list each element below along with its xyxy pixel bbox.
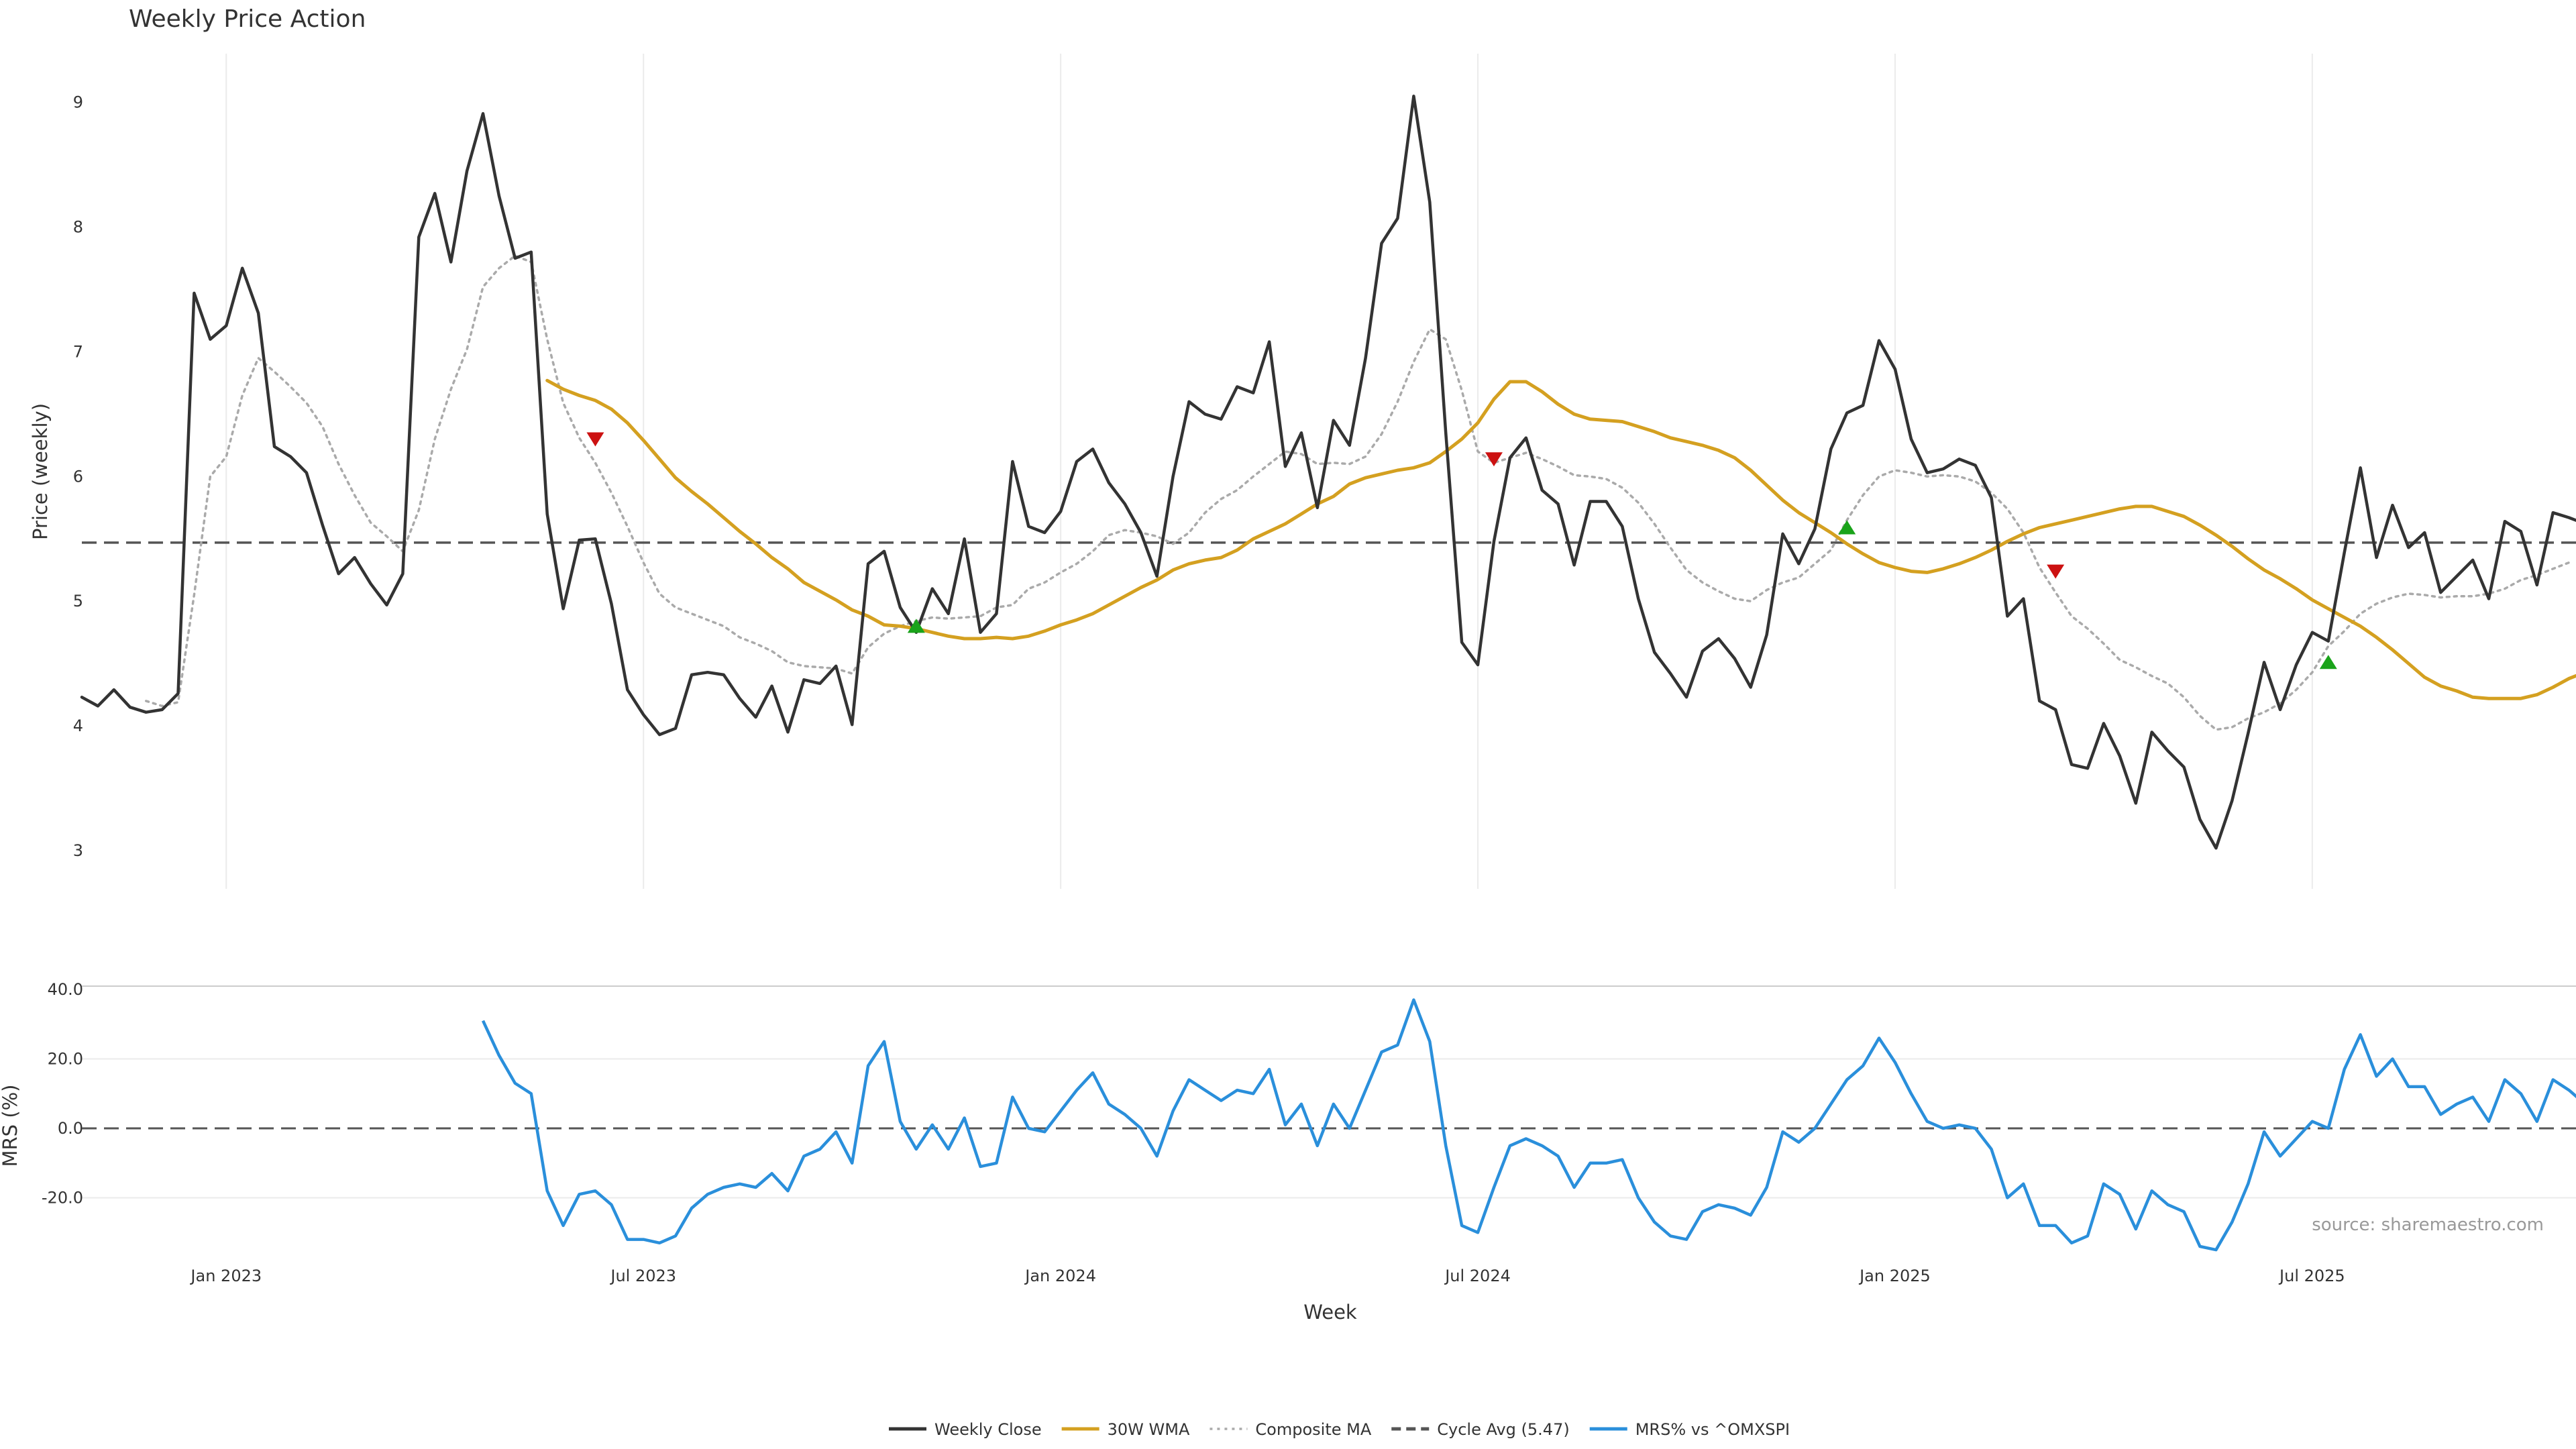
legend-item: Cycle Avg (5.47): [1391, 1420, 1570, 1439]
legend-label: 30W WMA: [1108, 1420, 1190, 1439]
legend-label: Weekly Close: [934, 1420, 1042, 1439]
sell-signal-marker: [1485, 452, 1503, 467]
mrs-line: [481, 998, 2576, 1252]
price-y-tick: 6: [73, 467, 83, 486]
legend-item: 30W WMA: [1061, 1420, 1190, 1439]
mrs-y-tick: -20.0: [42, 1189, 83, 1208]
legend-label: Composite MA: [1255, 1420, 1371, 1439]
weekly-close-line: [80, 95, 2576, 850]
legend-label: MRS% vs ^OMXSPI: [1635, 1420, 1790, 1439]
legend-item: Weekly Close: [889, 1420, 1042, 1439]
price-y-tick: 4: [73, 716, 83, 735]
legend-item: MRS% vs ^OMXSPI: [1589, 1420, 1790, 1439]
mrs-y-axis-label: MRS (%): [0, 1085, 21, 1167]
price-y-tick: 3: [73, 841, 83, 860]
x-tick-label: Jul 2024: [1444, 1267, 1511, 1285]
legend-label: Cycle Avg (5.47): [1437, 1420, 1569, 1439]
wma-30w-line: [545, 378, 2576, 700]
mrs-y-tick: 40.0: [48, 980, 83, 999]
mrs-y-tick: 20.0: [48, 1050, 83, 1069]
signal-marker-layer: [586, 432, 2337, 669]
buy-signal-marker: [2319, 655, 2337, 669]
x-tick-label: Jul 2023: [609, 1267, 676, 1285]
price-y-tick: 5: [73, 592, 83, 610]
legend: Weekly Close 30W WMA Composite MA Cycle Avg…: [889, 1420, 1790, 1439]
price-chart-title: Weekly Price Action: [129, 5, 366, 33]
x-tick-label: Jan 2023: [189, 1267, 262, 1285]
axes-layer: Jan 2023 Jul 2023 Jan 2024 Jul 2024 Jan 2025…: [42, 93, 2345, 1285]
x-tick-label: Jul 2025: [2278, 1267, 2345, 1285]
sell-signal-marker: [2047, 564, 2065, 579]
price-y-tick: 7: [73, 342, 83, 361]
x-axis-label: Week: [1303, 1301, 1357, 1324]
buy-signal-marker: [1838, 520, 1856, 535]
price-y-tick: 8: [73, 218, 83, 237]
composite-ma-line: [144, 254, 2571, 731]
buy-signal-marker: [907, 619, 925, 633]
price-y-tick: 9: [73, 93, 83, 112]
sell-signal-marker: [586, 432, 604, 447]
source-note: source: sharemaestro.com: [2312, 1215, 2544, 1235]
x-tick-label: Jan 2025: [1858, 1267, 1931, 1285]
price-y-axis-label: Price (weekly): [29, 403, 52, 540]
legend-item: Composite MA: [1210, 1420, 1372, 1439]
x-tick-label: Jan 2024: [1024, 1267, 1096, 1285]
mrs-y-tick: 0.0: [58, 1119, 83, 1138]
series-layer: [80, 95, 2576, 1252]
